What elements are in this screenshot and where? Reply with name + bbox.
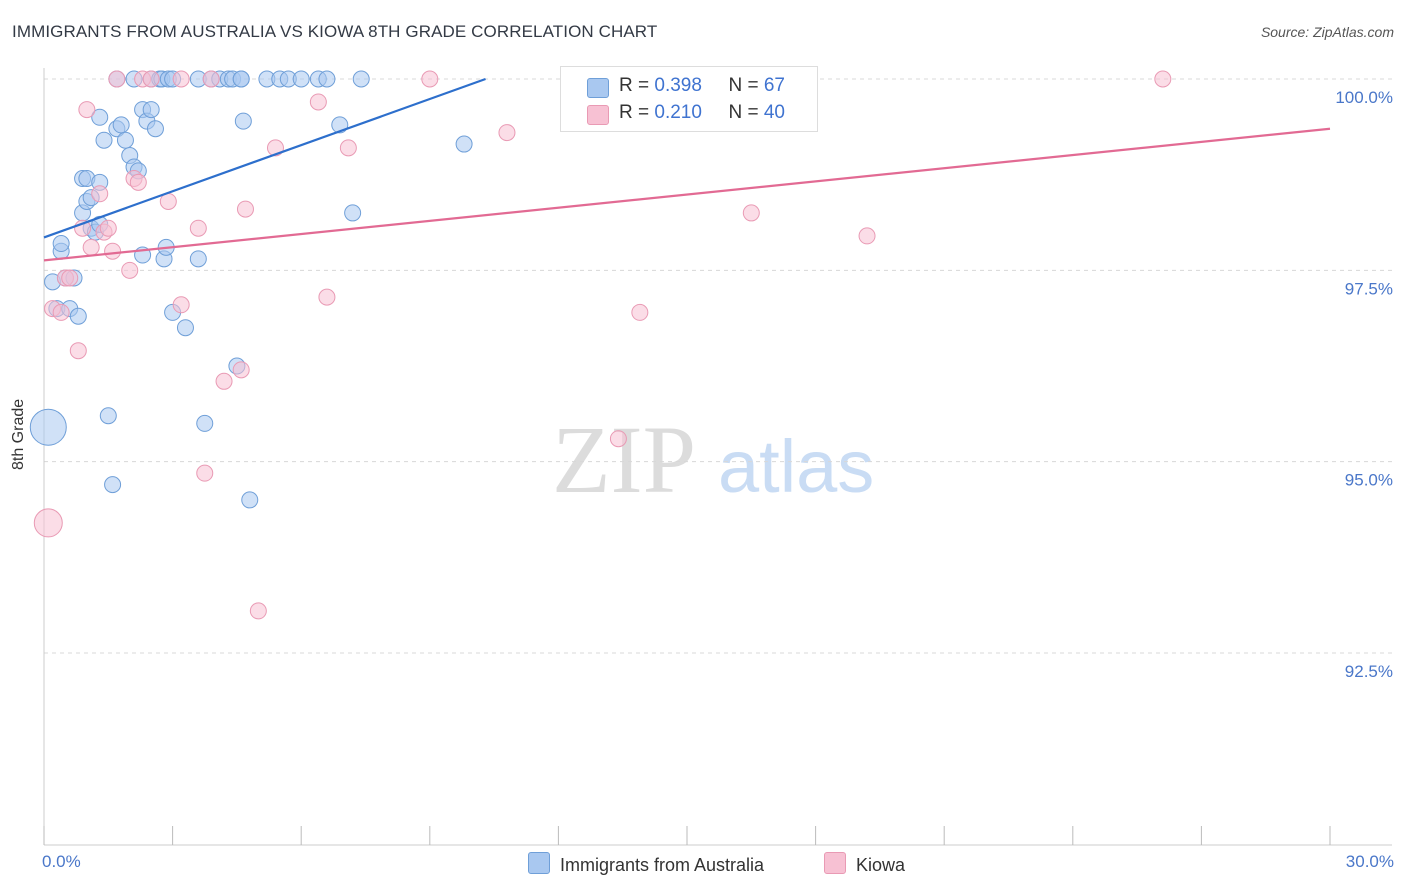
data-point	[858, 227, 876, 245]
data-point	[236, 200, 254, 218]
data-point	[196, 414, 214, 432]
data-point	[69, 307, 87, 325]
data-point	[344, 204, 362, 222]
y-tick-label: 97.5%	[1345, 279, 1393, 298]
source-credit: Source: ZipAtlas.com	[1260, 24, 1394, 40]
data-point	[234, 112, 252, 130]
legend-swatch-australia	[528, 852, 550, 874]
chart-title: IMMIGRANTS FROM AUSTRALIA VS KIOWA 8TH G…	[12, 22, 658, 41]
x-tick-label-max: 30.0%	[1345, 852, 1394, 871]
data-point	[742, 204, 760, 222]
data-point	[33, 508, 63, 538]
y-tick-label: 95.0%	[1345, 471, 1393, 490]
data-point	[292, 70, 310, 88]
legend-label-kiowa: Kiowa	[856, 855, 906, 875]
legend-item-kiowa[interactable]: Kiowa	[824, 852, 905, 876]
data-point	[116, 131, 134, 149]
legend-swatch-kiowa	[824, 852, 846, 874]
data-point	[455, 135, 473, 153]
y-tick-labels: 100.0% 97.5% 95.0% 92.5%	[1335, 88, 1393, 681]
legend-swatch-blue	[587, 78, 609, 98]
legend-label-australia: Immigrants from Australia	[560, 855, 765, 875]
legend-row-australia: R = 0.398 N = 67	[619, 75, 785, 99]
data-point	[498, 124, 516, 142]
legend-n-label: N =	[728, 102, 764, 123]
data-point	[91, 185, 109, 203]
data-point	[352, 70, 370, 88]
legend-r-label: R =	[619, 102, 655, 123]
y-axis-label: 8th Grade	[10, 398, 27, 470]
data-point	[91, 108, 109, 126]
data-point	[241, 491, 259, 509]
data-point	[52, 303, 70, 321]
data-point	[609, 430, 627, 448]
series-immigrants-from-australia	[29, 70, 636, 509]
data-point	[339, 139, 357, 157]
data-point	[108, 70, 126, 88]
data-point	[112, 116, 130, 134]
data-point	[215, 372, 233, 390]
data-point	[121, 261, 139, 279]
data-point	[176, 319, 194, 337]
trend-lines	[43, 77, 1331, 262]
legend-r-label: R =	[619, 75, 655, 96]
data-point	[249, 602, 267, 620]
legend-n-value: 67	[763, 75, 785, 96]
data-point	[232, 70, 250, 88]
data-point	[196, 464, 214, 482]
data-point	[318, 288, 336, 306]
data-point	[29, 408, 67, 446]
series-kiowa	[33, 70, 1172, 620]
watermark: ZIP atlas	[552, 406, 874, 513]
axes	[43, 68, 1392, 846]
watermark-atlas: atlas	[718, 425, 874, 508]
data-point	[172, 70, 190, 88]
data-point	[309, 93, 327, 111]
data-point	[318, 70, 336, 88]
watermark-zip: ZIP	[552, 406, 696, 513]
data-point	[104, 476, 122, 494]
data-point	[142, 101, 160, 119]
data-point	[172, 296, 190, 314]
data-point	[146, 120, 164, 138]
legend-row-kiowa: R = 0.210 N = 40	[619, 102, 785, 126]
data-point	[82, 238, 100, 256]
data-point	[78, 101, 96, 119]
legend-swatch-pink	[587, 105, 609, 125]
data-point	[232, 361, 250, 379]
legend-item-australia[interactable]: Immigrants from Australia	[528, 852, 764, 876]
data-point	[52, 235, 70, 253]
data-point	[631, 303, 649, 321]
data-point	[189, 219, 207, 237]
data-point	[99, 407, 117, 425]
trend-line-kiowa	[43, 127, 1331, 262]
data-point	[104, 242, 122, 260]
data-point	[421, 70, 439, 88]
data-point	[202, 70, 220, 88]
legend-n-value: 40	[763, 102, 785, 123]
legend-r-value: 0.210	[654, 102, 702, 123]
y-tick-label: 92.5%	[1345, 662, 1393, 681]
trend-line-australia	[43, 77, 486, 239]
data-point	[142, 70, 160, 88]
data-point	[1154, 70, 1172, 88]
data-point	[69, 342, 87, 360]
y-tick-label: 100.0%	[1335, 88, 1393, 107]
data-point	[189, 250, 207, 268]
legend-n-label: N =	[728, 75, 764, 96]
legend-r-value: 0.398	[654, 75, 702, 96]
data-point	[99, 219, 117, 237]
x-tick-label-min: 0.0%	[42, 852, 81, 871]
data-point	[61, 269, 79, 287]
data-point	[129, 173, 147, 191]
stats-legend: R = 0.398 N = 67 R = 0.210 N = 40	[560, 66, 818, 132]
data-point	[95, 131, 113, 149]
